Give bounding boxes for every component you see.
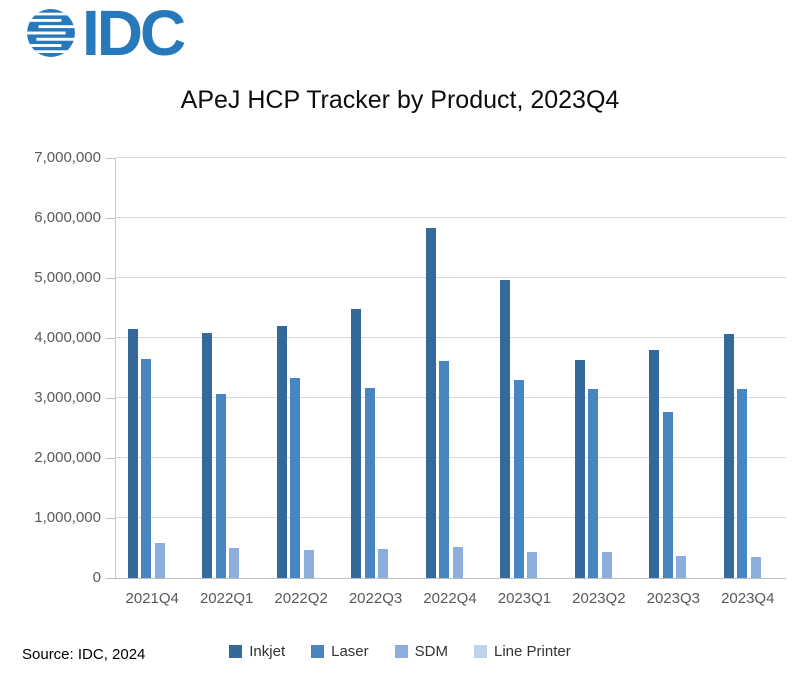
legend-swatch <box>474 645 487 658</box>
bar-sdm-2023Q2 <box>601 552 612 578</box>
bar-laser-2023Q2 <box>588 389 599 578</box>
x-axis-label: 2023Q2 <box>572 590 626 607</box>
y-axis-tick <box>106 458 115 459</box>
legend-swatch <box>229 645 243 658</box>
y-axis-label: 4,000,000 <box>34 329 101 346</box>
bar-sdm-2023Q3 <box>676 556 687 578</box>
y-axis-tick <box>106 218 115 219</box>
y-axis-label: 2,000,000 <box>34 449 101 466</box>
x-axis-label: 2022Q4 <box>423 590 477 607</box>
idc-logo-text: IDC <box>82 0 186 69</box>
bar-inkjet-2022Q4 <box>425 228 436 578</box>
legend-item-sdm: SDM <box>394 643 448 660</box>
y-axis-tick <box>106 578 115 579</box>
y-axis-label: 3,000,000 <box>34 389 101 406</box>
legend-label: Inkjet <box>249 643 286 660</box>
gridline <box>116 277 786 278</box>
bar-inkjet-2023Q3 <box>649 350 660 578</box>
bar-laser-2023Q4 <box>737 389 748 578</box>
x-axis-label: 2023Q1 <box>497 590 552 607</box>
plot-area <box>115 157 786 579</box>
x-axis-label: 2021Q4 <box>125 590 179 607</box>
bar-sdm-2023Q1 <box>527 552 538 578</box>
y-axis-tick <box>106 518 115 519</box>
bar-inkjet-2022Q3 <box>351 309 362 578</box>
bar-laser-2022Q2 <box>290 378 301 578</box>
idc-globe-icon <box>27 9 75 57</box>
chart-title: APeJ HCP Tracker by Product, 2023Q4 <box>180 86 620 114</box>
y-axis-tick <box>106 338 115 339</box>
gridline <box>116 157 786 158</box>
chart-legend: Inkjet Laser SDM Line Printer <box>0 643 800 660</box>
bar-inkjet-2022Q1 <box>202 333 213 578</box>
y-axis-tick <box>106 398 115 399</box>
idc-logo: IDC <box>26 0 186 69</box>
bar-sdm-2022Q2 <box>303 550 314 578</box>
bar-inkjet-2023Q2 <box>574 360 585 578</box>
legend-item-inkjet: Inkjet <box>229 643 285 660</box>
legend-swatch <box>311 645 325 658</box>
bar-laser-2023Q3 <box>662 412 673 578</box>
bar-laser-2022Q3 <box>364 388 375 578</box>
bar-sdm-2022Q1 <box>229 548 240 578</box>
y-axis-label: 0 <box>92 569 101 586</box>
bar-inkjet-2023Q1 <box>500 280 511 578</box>
legend-label: Laser <box>331 643 369 660</box>
x-axis-label: 2022Q2 <box>274 590 328 607</box>
legend-item-line-printer: Line Printer <box>474 643 571 660</box>
bar-inkjet-2021Q4 <box>127 329 138 578</box>
legend-swatch <box>394 645 408 658</box>
x-axis-label: 2023Q4 <box>721 590 775 607</box>
y-axis-label: 1,000,000 <box>34 509 101 526</box>
gridline <box>116 397 786 398</box>
y-axis-label: 7,000,000 <box>34 149 101 166</box>
x-axis-label: 2023Q3 <box>646 590 701 607</box>
gridline <box>116 517 786 518</box>
y-axis-label: 5,000,000 <box>34 269 101 286</box>
y-axis-tick <box>106 158 115 159</box>
gridline <box>116 337 786 338</box>
bar-inkjet-2023Q4 <box>723 334 734 578</box>
bar-laser-2022Q1 <box>215 394 226 578</box>
legend-label: Line Printer <box>494 643 571 660</box>
gridline <box>116 457 786 458</box>
source-note: Source: IDC, 2024 <box>22 646 146 663</box>
bar-laser-2021Q4 <box>141 359 152 578</box>
x-axis-label: 2022Q1 <box>199 590 254 607</box>
y-axis-tick <box>106 278 115 279</box>
bar-inkjet-2022Q2 <box>276 326 287 578</box>
bar-laser-2023Q1 <box>513 380 524 578</box>
gridline <box>116 217 786 218</box>
legend-item-laser: Laser <box>311 643 369 660</box>
x-axis-label: 2022Q3 <box>348 590 403 607</box>
bar-sdm-2022Q3 <box>378 549 389 578</box>
bar-sdm-2022Q4 <box>452 547 463 578</box>
bar-laser-2022Q4 <box>439 361 450 578</box>
bar-sdm-2021Q4 <box>154 543 165 578</box>
y-axis-label: 6,000,000 <box>34 209 101 226</box>
bar-sdm-2023Q4 <box>750 557 761 578</box>
legend-label: SDM <box>414 643 448 660</box>
